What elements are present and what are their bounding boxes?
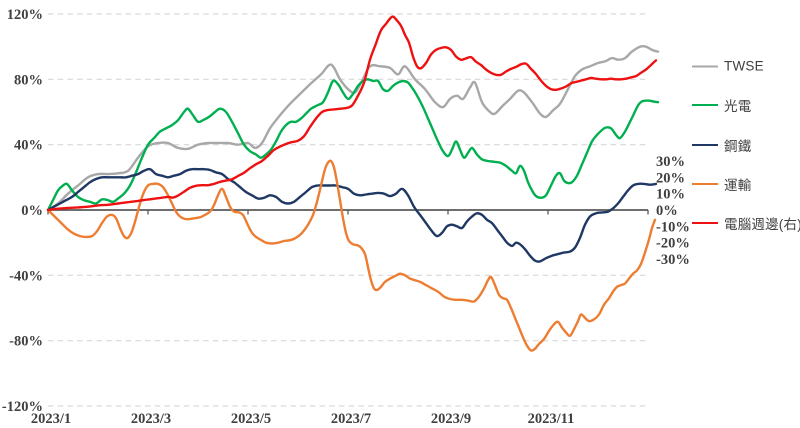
right-axis-label: 20% — [656, 170, 685, 186]
legend: TWSE 光電 鋼鐵 運輸 電腦週邊(右) — [692, 0, 800, 428]
x-axis-label: 2023/11 — [528, 411, 575, 427]
right-axis-label: 30% — [656, 154, 685, 170]
left-axis-label: 40% — [14, 138, 43, 154]
legend-item-transport: 運輸 — [692, 174, 751, 194]
legend-swatch-twse — [692, 65, 718, 67]
right-axis-label: -20% — [656, 236, 690, 252]
series-lines — [46, 15, 660, 352]
legend-label-optoelectronics: 光電 — [724, 99, 752, 115]
right-axis-label: -30% — [656, 252, 690, 268]
right-axis-label: -10% — [656, 219, 690, 235]
left-axis-label: -80% — [9, 334, 43, 350]
series-line-optoelectronics — [46, 78, 660, 212]
series-line-steel — [46, 167, 658, 263]
x-axis-label: 2023/7 — [331, 411, 371, 427]
x-axis-label: 2023/5 — [231, 411, 271, 427]
left-axis-label: 120% — [7, 7, 43, 23]
legend-swatch-computer-peripherals — [692, 222, 718, 225]
x-axis-label: 2023/9 — [431, 411, 471, 427]
series-line-transport — [46, 159, 657, 352]
legend-swatch-steel — [692, 143, 718, 146]
left-axis-label: -120% — [2, 399, 43, 415]
x-axis-label: 2023/1 — [31, 411, 71, 427]
left-axis-label: 0% — [21, 203, 43, 219]
legend-item-steel: 鋼鐵 — [692, 135, 751, 155]
legend-swatch-optoelectronics — [692, 104, 718, 107]
legend-label-computer-peripherals: 電腦週邊(右) — [724, 217, 800, 233]
legend-item-optoelectronics: 光電 — [692, 95, 751, 115]
gridlines — [48, 13, 648, 407]
legend-label-twse: TWSE — [724, 58, 764, 74]
left-axis-label: 80% — [14, 72, 43, 88]
legend-swatch-transport — [692, 182, 718, 185]
axis-labels: 120%80%40%0%-40%-80%-120%30%20%10%0%-10%… — [2, 7, 690, 427]
series-line-computer-peripherals — [46, 15, 658, 212]
x-axis-label: 2023/3 — [131, 411, 171, 427]
right-axis-label: 0% — [656, 203, 678, 219]
right-axis-label: 10% — [656, 187, 685, 203]
legend-item-computer-peripherals: 電腦週邊(右) — [692, 213, 800, 233]
legend-label-steel: 鋼鐵 — [724, 138, 752, 154]
legend-item-twse: TWSE — [692, 59, 764, 74]
legend-label-transport: 運輸 — [724, 177, 752, 193]
left-axis-label: -40% — [9, 268, 43, 284]
series-line-twse — [46, 44, 660, 212]
